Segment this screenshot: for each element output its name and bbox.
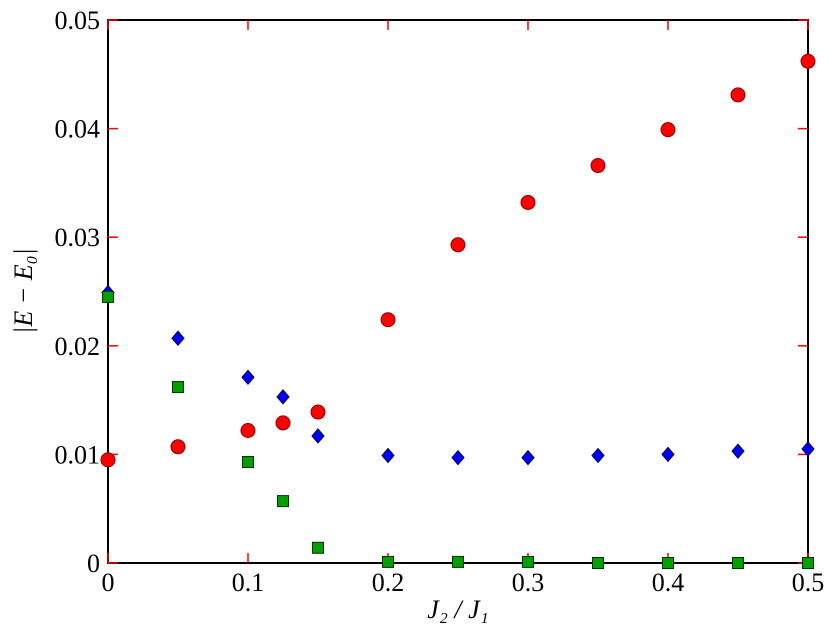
- point: [592, 557, 604, 569]
- point: [275, 415, 291, 431]
- point: [732, 557, 744, 569]
- point: [170, 439, 186, 455]
- point: [277, 495, 289, 508]
- point: [241, 369, 255, 386]
- x-tick-label: 0.1: [232, 568, 265, 597]
- y-tick-label: 0.01: [55, 440, 101, 469]
- point: [802, 557, 814, 569]
- x-axis-label: J₂ / J₁: [427, 595, 488, 624]
- point: [800, 53, 816, 69]
- point: [451, 449, 465, 466]
- point: [172, 381, 184, 394]
- y-tick-label: 0: [87, 549, 100, 578]
- point: [590, 158, 606, 174]
- point: [312, 541, 324, 554]
- point: [661, 446, 675, 463]
- x-tick-label: 0: [102, 568, 115, 597]
- point: [521, 449, 535, 466]
- x-tick-label: 0.3: [512, 568, 545, 597]
- point: [522, 555, 534, 568]
- point: [730, 87, 746, 103]
- x-tick-label: 0.5: [792, 568, 825, 597]
- point: [240, 423, 256, 439]
- y-tick-label: 0.04: [55, 115, 101, 144]
- point: [731, 443, 745, 459]
- point: [591, 447, 605, 464]
- x-tick-label: 0.4: [652, 568, 685, 597]
- y-axis-label: |E − E₀|: [9, 248, 38, 334]
- point: [381, 447, 395, 464]
- x-tick-label: 0.2: [372, 568, 405, 597]
- point: [171, 330, 185, 346]
- y-tick-label: 0.03: [55, 223, 101, 252]
- point: [102, 290, 114, 303]
- point: [380, 312, 396, 328]
- point: [310, 404, 326, 420]
- point: [100, 452, 116, 468]
- point: [801, 441, 815, 457]
- point: [450, 237, 466, 253]
- y-tick-label: 0.02: [55, 332, 101, 361]
- point: [660, 122, 676, 138]
- y-tick-label: 0.05: [55, 6, 101, 35]
- point: [452, 555, 464, 568]
- plot-frame: [107, 19, 809, 564]
- point: [311, 428, 325, 444]
- point: [242, 456, 254, 469]
- point: [382, 555, 394, 568]
- point: [520, 194, 536, 210]
- point: [276, 389, 290, 405]
- point: [662, 557, 674, 569]
